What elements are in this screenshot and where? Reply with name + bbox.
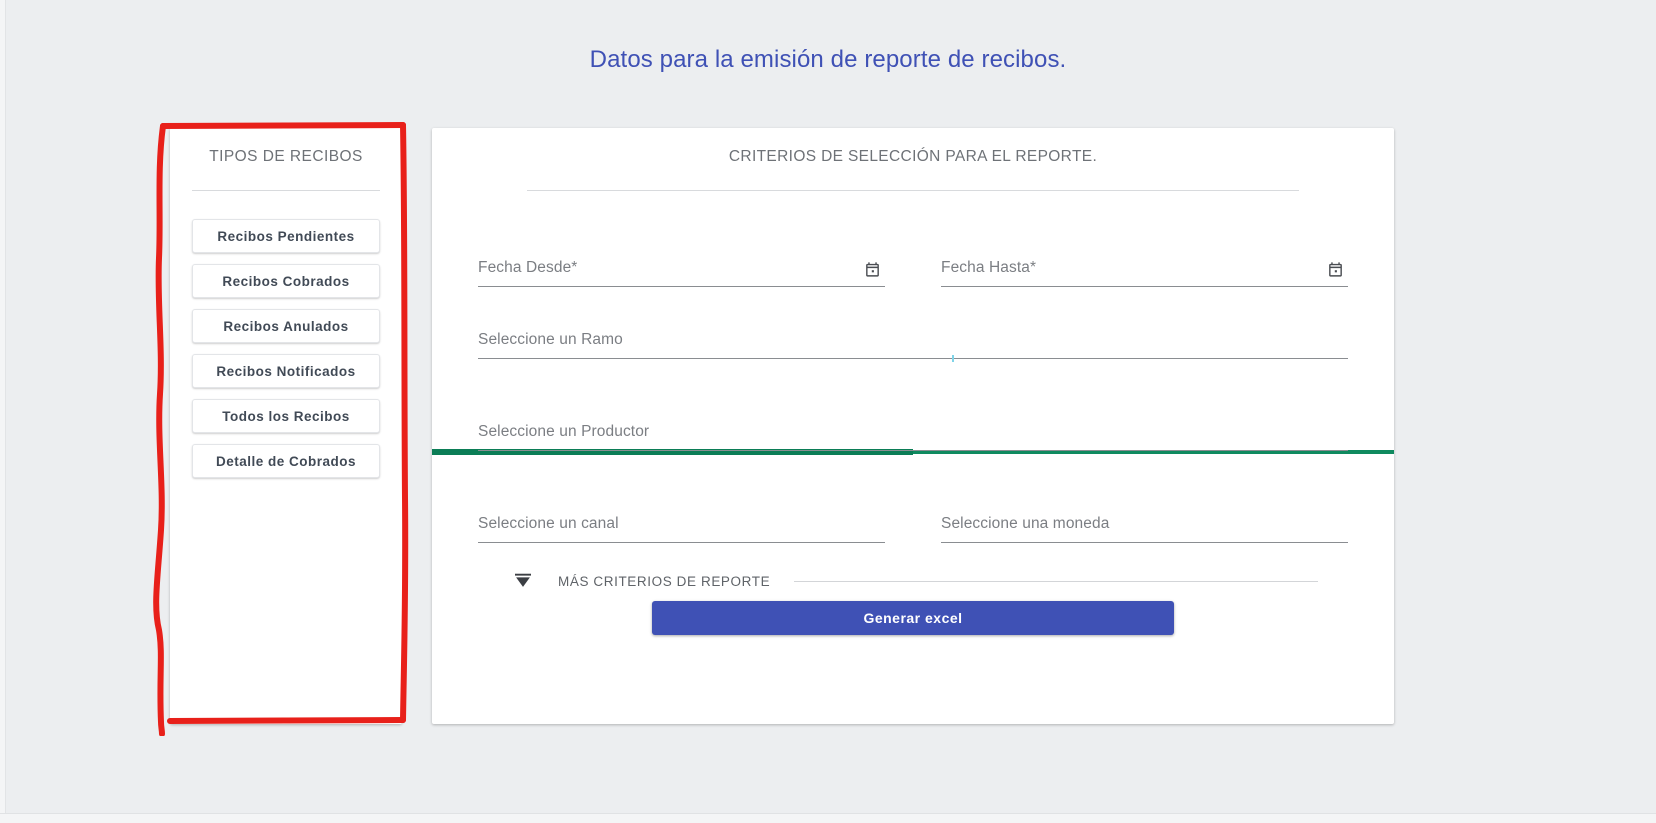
moneda-placeholder: Seleccione una moneda — [941, 515, 1110, 532]
canal-moneda-row: Seleccione un canal Seleccione una moned… — [478, 501, 1348, 543]
ramo-placeholder: Seleccione un Ramo — [478, 331, 623, 348]
submit-row: Generar excel — [478, 601, 1348, 635]
sidebar-button-list: Recibos Pendientes Recibos Cobrados Reci… — [170, 219, 402, 478]
sidebar-title: TIPOS DE RECIBOS — [209, 148, 363, 165]
more-criteria-rule — [794, 580, 1318, 582]
viewport-bottom-edge — [0, 813, 1656, 823]
criteria-form: Fecha Desde* Fecha Hasta* — [432, 245, 1394, 635]
funnel-filter-icon[interactable] — [514, 573, 532, 589]
generar-excel-button[interactable]: Generar excel — [652, 601, 1174, 635]
progress-bar — [432, 449, 1394, 455]
calendar-icon[interactable] — [1327, 261, 1344, 278]
main-panel-title: CRITERIOS DE SELECCIÓN PARA EL REPORTE. — [728, 148, 1098, 165]
ramo-row: Seleccione un Ramo — [478, 317, 1348, 362]
sidebar-item-todos-los-recibos[interactable]: Todos los Recibos — [192, 399, 380, 433]
progress-bar-buffer — [432, 449, 913, 455]
productor-placeholder: Seleccione un Productor — [478, 423, 650, 440]
fecha-hasta-field[interactable]: Fecha Hasta* — [941, 245, 1348, 287]
sidebar-item-recibos-notificados[interactable]: Recibos Notificados — [192, 354, 380, 388]
canal-field[interactable]: Seleccione un canal — [478, 501, 885, 543]
main-panel-divider — [527, 190, 1299, 191]
date-range-row: Fecha Desde* Fecha Hasta* — [478, 245, 1348, 287]
sidebar-item-recibos-pendientes[interactable]: Recibos Pendientes — [192, 219, 380, 253]
viewport-left-edge — [0, 0, 6, 823]
fecha-desde-field[interactable]: Fecha Desde* — [478, 245, 885, 287]
calendar-icon[interactable] — [864, 261, 881, 278]
canal-placeholder: Seleccione un canal — [478, 515, 619, 532]
more-criteria-label: MÁS CRITERIOS DE REPORTE — [558, 573, 771, 589]
ramo-caret-marker — [952, 355, 954, 362]
sidebar-item-recibos-anulados[interactable]: Recibos Anulados — [192, 309, 380, 343]
moneda-field[interactable]: Seleccione una moneda — [941, 501, 1348, 543]
productor-field[interactable]: Seleccione un Productor — [478, 409, 1348, 451]
fecha-desde-placeholder: Fecha Desde* — [478, 259, 578, 276]
fecha-hasta-placeholder: Fecha Hasta* — [941, 259, 1037, 276]
productor-row: Seleccione un Productor — [478, 409, 1348, 451]
sidebar-item-detalle-de-cobrados[interactable]: Detalle de Cobrados — [192, 444, 380, 478]
receipt-types-panel: TIPOS DE RECIBOS Recibos Pendientes Reci… — [170, 128, 402, 724]
sidebar-item-recibos-cobrados[interactable]: Recibos Cobrados — [192, 264, 380, 298]
sidebar-divider — [192, 190, 380, 191]
ramo-field[interactable]: Seleccione un Ramo — [478, 317, 1348, 362]
report-criteria-panel: CRITERIOS DE SELECCIÓN PARA EL REPORTE. … — [432, 128, 1394, 724]
page-title: Datos para la emisión de reporte de reci… — [589, 46, 1067, 73]
more-criteria-row[interactable]: MÁS CRITERIOS DE REPORTE — [478, 573, 1348, 589]
